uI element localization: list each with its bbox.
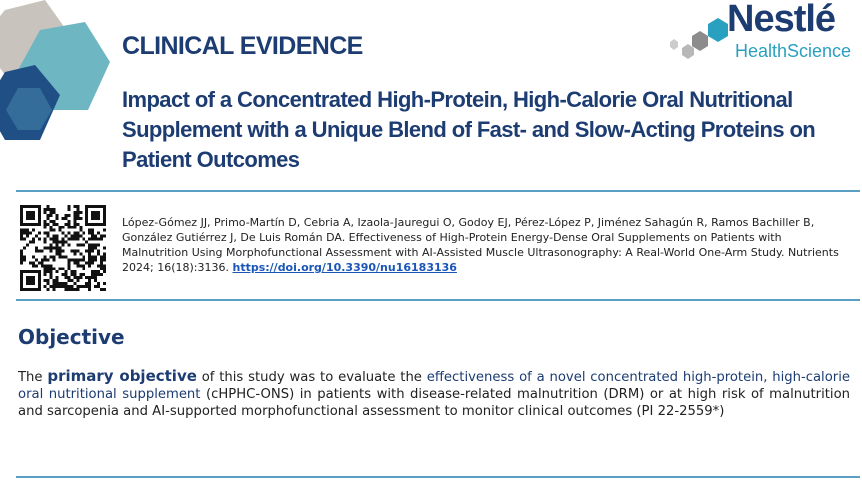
- objective-text: The primary objective of this study was …: [18, 368, 850, 420]
- citation: López-Gómez JJ, Primo-Martín D, Cebria A…: [122, 215, 847, 275]
- divider: [16, 476, 860, 478]
- brand-subname: HealthScience: [735, 41, 852, 61]
- section-label: CLINICAL EVIDENCE: [122, 32, 363, 60]
- objective-text-part: (cHPHC-ONS) in patients with disease-rel…: [18, 387, 850, 419]
- objective-emphasis: effectiveness of a novel concentrated hi…: [18, 370, 850, 402]
- divider: [16, 190, 860, 192]
- objective-emphasis: primary objective: [47, 367, 197, 385]
- divider: [16, 299, 860, 301]
- citation-text: López-Gómez JJ, Primo-Martín D, Cebria A…: [122, 216, 839, 274]
- decorative-hexagons: [0, 0, 110, 140]
- objective-text-part: of this study was to evaluate the: [196, 370, 427, 385]
- section-heading-objective: Objective: [18, 325, 125, 349]
- page-title: Impact of a Concentrated High-Protein, H…: [122, 87, 816, 172]
- doi-link[interactable]: https://doi.org/10.3390/nu16183136: [232, 261, 457, 274]
- objective-text-part: The: [18, 370, 48, 385]
- logo-mark-icon: [670, 18, 728, 59]
- brand-name: Nestlé: [727, 0, 836, 40]
- qr-code-icon: [20, 205, 106, 291]
